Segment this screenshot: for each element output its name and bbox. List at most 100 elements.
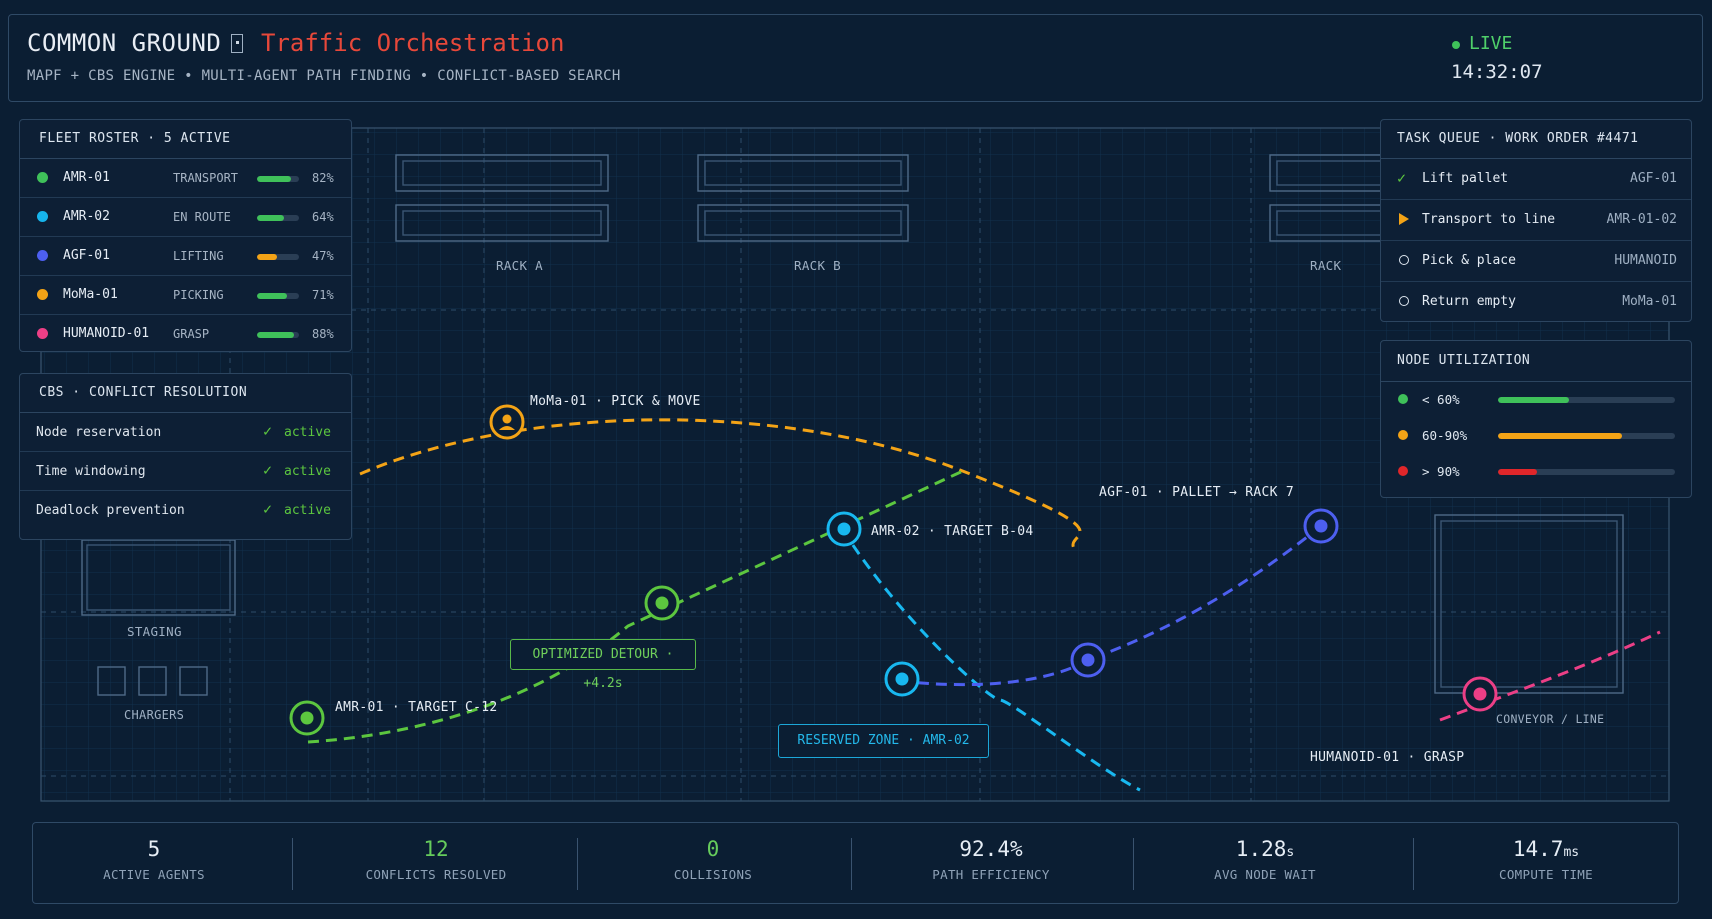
stat-label: COLLISIONS <box>673 867 753 882</box>
fleet-row-moma-01[interactable]: MoMa-01 PICKING 71% <box>20 276 351 315</box>
task-agent: HUMANOID <box>1614 253 1677 268</box>
rack-b-label: RACK B <box>794 258 841 273</box>
fleet-row-agf-01[interactable]: AGF-01 LIFTING 47% <box>20 237 351 276</box>
utilization-row: < 60% <box>1381 382 1691 418</box>
agent-progress-bar <box>257 254 299 260</box>
stat-unit: s <box>1286 845 1295 860</box>
stat-value: 14.7 <box>1512 837 1564 861</box>
agent-state: TRANSPORT <box>173 171 239 185</box>
utilization-bar <box>1498 433 1675 439</box>
agent-progress-bar <box>257 215 299 221</box>
fleet-row-humanoid-01[interactable]: HUMANOID-01 GRASP 88% <box>20 315 351 353</box>
fleet-row-amr-02[interactable]: AMR-02 EN ROUTE 64% <box>20 198 351 237</box>
agent-state: LIFTING <box>173 249 224 263</box>
page-title: Traffic Orchestration <box>261 29 565 57</box>
stat-divider <box>851 838 852 890</box>
stat-divider <box>292 838 293 890</box>
header-bar: COMMON GROUND Traffic Orchestration MAPF… <box>8 14 1703 102</box>
stat-value: 5 <box>147 837 161 861</box>
play-icon <box>1399 213 1409 225</box>
task-label: Pick & place <box>1422 253 1516 268</box>
stat-value-wrap: 5 <box>44 837 264 861</box>
amr02-label: AMR-02 · TARGET B-04 <box>871 524 1034 539</box>
cbs-rule-status: active <box>284 425 331 440</box>
agent-status-dot-icon <box>37 289 48 300</box>
cbs-rule-label: Deadlock prevention <box>36 503 185 518</box>
stat-label: ACTIVE AGENTS <box>103 867 205 882</box>
agent-name: AMR-02 <box>63 209 110 224</box>
task-row[interactable]: Transport to line AMR-01-02 <box>1381 200 1691 241</box>
task-label: Return empty <box>1422 294 1516 309</box>
task-agent: AMR-01-02 <box>1606 212 1677 227</box>
stat-cell: 1.28s AVG NODE WAIT <box>1155 823 1375 905</box>
stat-label: CONFLICTS RESOLVED <box>365 867 507 882</box>
stat-cell: 14.7ms COMPUTE TIME <box>1436 823 1656 905</box>
stat-value-wrap: 92.4% <box>881 837 1101 861</box>
fleet-row-amr-01[interactable]: AMR-01 TRANSPORT 82% <box>20 159 351 198</box>
agent-name: HUMANOID-01 <box>63 326 150 341</box>
task-row[interactable]: Pick & place HUMANOID <box>1381 241 1691 282</box>
agent-agf-waypoint <box>1070 642 1106 678</box>
agent-amr02-waypoint <box>884 661 920 697</box>
humanoid-label: HUMANOID-01 · GRASP <box>1310 750 1465 765</box>
utilization-label: 60-90% <box>1422 428 1468 443</box>
brand-separator-icon <box>231 34 243 53</box>
stat-value-wrap: 14.7ms <box>1436 837 1656 861</box>
live-indicator-icon <box>1452 41 1460 49</box>
task-queue-title: TASK QUEUE · WORK ORDER #4471 <box>1381 120 1691 159</box>
pending-circle-icon <box>1399 255 1409 265</box>
task-label: Transport to line <box>1422 212 1556 227</box>
agent-name: AMR-01 <box>63 170 110 185</box>
agent-name: MoMa-01 <box>63 287 118 302</box>
moma-label: MoMa-01 · PICK & MOVE <box>530 394 701 409</box>
fleet-roster-title: FLEET ROSTER · 5 ACTIVE <box>20 120 351 159</box>
stat-cell: 0 COLLISIONS <box>603 823 823 905</box>
agent-amr01-waypoint <box>644 585 680 621</box>
stats-bar: 5 ACTIVE AGENTS 12 CONFLICTS RESOLVED 0 COLLI… <box>32 822 1679 904</box>
utilization-bar <box>1498 469 1675 475</box>
path-humanoid <box>1439 630 1661 722</box>
agent-progress-bar <box>257 176 299 182</box>
agent-amr01-marker <box>289 700 325 736</box>
cbs-rule-label: Time windowing <box>36 464 146 479</box>
page-subtitle: MAPF + CBS ENGINE • MULTI-AGENT PATH FIN… <box>27 68 621 84</box>
pending-circle-icon <box>1399 296 1409 306</box>
rack-a-label: RACK A <box>496 258 543 273</box>
stat-value: 0 <box>706 837 720 861</box>
node-utilization-panel: NODE UTILIZATION < 60% 60-90% > 90% <box>1380 340 1692 498</box>
staging-label: STAGING <box>127 624 182 639</box>
utilization-label: < 60% <box>1422 392 1460 407</box>
agent-state: PICKING <box>173 288 224 302</box>
utilization-dot-icon <box>1398 394 1408 404</box>
stat-label: PATH EFFICIENCY <box>932 867 1050 882</box>
agf-label: AGF-01 · PALLET → RACK 7 <box>1099 485 1295 500</box>
utilization-dot-icon <box>1398 430 1408 440</box>
cbs-row: Time windowing ✓ active <box>20 452 351 491</box>
task-agent: AGF-01 <box>1630 171 1677 186</box>
reserved-zone-badge: RESERVED ZONE · AMR-02 <box>778 724 989 758</box>
task-row[interactable]: ✓ Lift pallet AGF-01 <box>1381 159 1691 200</box>
cbs-rule-status: active <box>284 464 331 479</box>
agent-progress-bar <box>257 293 299 299</box>
rack-c-label: RACK <box>1310 258 1342 273</box>
node-utilization-title: NODE UTILIZATION <box>1381 341 1691 382</box>
agent-humanoid-marker <box>1462 676 1498 712</box>
cbs-row: Node reservation ✓ active <box>20 413 351 452</box>
stat-cell: 92.4% PATH EFFICIENCY <box>881 823 1101 905</box>
check-icon: ✓ <box>263 500 273 518</box>
check-icon: ✓ <box>1397 169 1407 187</box>
utilization-row: 60-90% <box>1381 418 1691 454</box>
brand-title: COMMON GROUND <box>27 29 222 57</box>
stat-value-wrap: 12 <box>326 837 546 861</box>
stat-label: COMPUTE TIME <box>1499 867 1593 882</box>
agent-state: EN ROUTE <box>173 210 231 224</box>
stat-value: 1.28 <box>1235 837 1287 861</box>
stat-label: AVG NODE WAIT <box>1214 867 1316 882</box>
agent-progress-pct: 64% <box>312 210 334 224</box>
check-icon: ✓ <box>263 461 273 479</box>
cbs-title: CBS · CONFLICT RESOLUTION <box>20 374 351 413</box>
cbs-rule-label: Node reservation <box>36 425 162 440</box>
task-row[interactable]: Return empty MoMa-01 <box>1381 282 1691 322</box>
agent-progress-pct: 47% <box>312 249 334 263</box>
stat-value-wrap: 1.28s <box>1155 837 1375 861</box>
